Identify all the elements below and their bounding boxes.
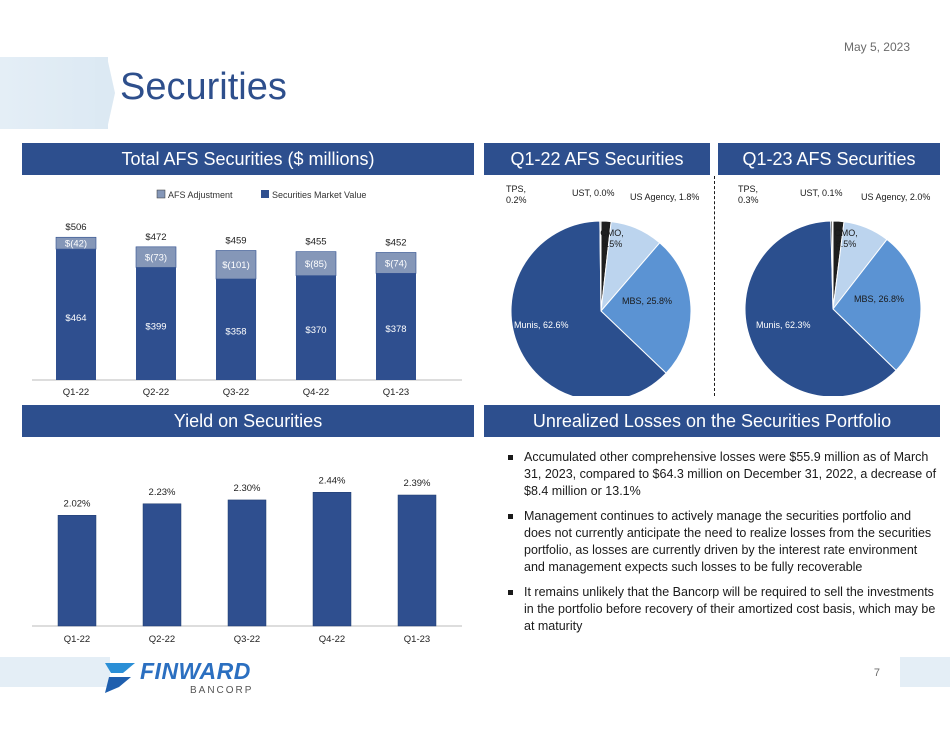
bullet-item: Management continues to actively manage … bbox=[506, 508, 940, 576]
bar-label-afs-adjustment: $(74) bbox=[385, 258, 407, 269]
title-accent-arrow bbox=[95, 57, 115, 129]
bullet-item: Accumulated other comprehensive losses w… bbox=[506, 449, 940, 500]
legend-label-market-value: Securities Market Value bbox=[272, 190, 366, 200]
q1-22-pie-header: Q1-22 AFS Securities bbox=[484, 143, 710, 175]
bar-market-value bbox=[376, 273, 416, 380]
yield-bar-label: 2.02% bbox=[64, 498, 91, 509]
bar-total-label: $452 bbox=[385, 237, 406, 248]
report-date: May 5, 2023 bbox=[843, 40, 910, 54]
bar-total-label: $472 bbox=[145, 232, 166, 243]
pie-label: MBS, 25.8% bbox=[622, 296, 672, 306]
pie-slice-mbs bbox=[832, 238, 922, 372]
bar-total-label: $506 bbox=[65, 222, 86, 233]
legend-label-afs-adjustment: AFS Adjustment bbox=[168, 190, 233, 200]
x-tick-label: Q4-22 bbox=[319, 634, 345, 645]
unrealized-losses-bullets: Accumulated other comprehensive losses w… bbox=[506, 449, 940, 643]
afs-total-header: Total AFS Securities ($ millions) bbox=[22, 143, 474, 175]
footer-left-band bbox=[0, 657, 110, 687]
bar-afs-adjustment bbox=[55, 236, 97, 250]
bar-label-afs-adjustment: $(101) bbox=[222, 260, 249, 271]
yield-bar-chart: 2.02% Q1-22 2.23% Q2-22 2.30% Q3-22 2.44% Q4-22… bbox=[32, 475, 462, 645]
yield-bar bbox=[312, 492, 352, 627]
bar-label-market-value: $378 bbox=[385, 324, 406, 335]
yield-bar bbox=[397, 494, 437, 627]
yield-bar-label: 2.23% bbox=[149, 487, 176, 498]
bar-afs-adjustment bbox=[295, 251, 337, 276]
bar-label-market-value: $399 bbox=[145, 321, 166, 332]
yield-bar bbox=[57, 515, 97, 627]
bar-market-value bbox=[136, 267, 176, 380]
bar-label-afs-adjustment: $(73) bbox=[145, 253, 167, 264]
footer-right-band bbox=[900, 657, 950, 687]
pie-label: MBS, 26.8% bbox=[854, 294, 904, 304]
pie-slice-munis bbox=[510, 220, 667, 396]
bar-label-afs-adjustment: $(85) bbox=[305, 259, 327, 270]
x-tick-label: Q4-22 bbox=[303, 387, 329, 398]
yield-bar-label: 2.44% bbox=[319, 475, 346, 486]
yield-bar-label: 2.30% bbox=[234, 483, 261, 494]
bar-afs-adjustment bbox=[135, 246, 177, 268]
q1-23-pie-chart: Munis, 62.3% MBS, 26.8% CMO, 8.5% US Agency,… bbox=[738, 184, 930, 396]
bar-total-label: $459 bbox=[225, 235, 246, 246]
bar-label-market-value: $370 bbox=[305, 325, 326, 336]
afs-stacked-bar-chart: AFS Adjustment Securities Market Value $… bbox=[32, 189, 462, 398]
logo-subtitle: BANCORP bbox=[190, 685, 254, 696]
pie-label: CMO, 8.5% bbox=[834, 228, 858, 249]
logo-name: FINWARD bbox=[140, 658, 251, 684]
unrealized-header: Unrealized Losses on the Securities Port… bbox=[484, 405, 940, 437]
page-number: 7 bbox=[873, 667, 880, 679]
bar-label-afs-adjustment: $(42) bbox=[65, 239, 87, 250]
bar-market-value bbox=[56, 249, 96, 380]
pie-label: CMO, 9.5% bbox=[600, 228, 624, 249]
pie-label: UST, 0.1% bbox=[800, 188, 843, 198]
bar-market-value bbox=[296, 275, 336, 380]
yield-bar bbox=[227, 499, 267, 627]
finward-logo-mark-icon bbox=[105, 663, 135, 693]
q1-23-pie-header: Q1-23 AFS Securities bbox=[718, 143, 940, 175]
pie-slice-mbs bbox=[600, 242, 692, 374]
pie-slice-munis bbox=[744, 220, 897, 396]
pie-label: UST, 0.0% bbox=[572, 188, 615, 198]
page-title: Securities bbox=[120, 66, 287, 108]
pie-slice-ust bbox=[831, 220, 834, 310]
bar-total-label: $455 bbox=[305, 237, 326, 248]
legend-swatch-market-value bbox=[261, 190, 269, 198]
pie-label: TPS, 0.3% bbox=[738, 184, 759, 205]
pie-label: Munis, 62.6% bbox=[514, 320, 569, 330]
bar-label-market-value: $358 bbox=[225, 327, 246, 338]
legend-swatch-afs-adjustment bbox=[156, 189, 166, 199]
bar-afs-adjustment bbox=[215, 250, 257, 280]
pie-divider bbox=[714, 176, 715, 396]
pie-label: US Agency, 2.0% bbox=[861, 192, 930, 202]
q1-22-pie-chart: Munis, 62.6% MBS, 25.8% CMO, 9.5% US Agency,… bbox=[506, 184, 699, 396]
x-tick-label: Q3-22 bbox=[234, 634, 260, 645]
x-tick-label: Q3-22 bbox=[223, 387, 249, 398]
bar-label-market-value: $464 bbox=[65, 313, 86, 324]
yield-header: Yield on Securities bbox=[22, 405, 474, 437]
x-tick-label: Q1-23 bbox=[404, 634, 430, 645]
title-accent-band bbox=[0, 57, 108, 129]
x-tick-label: Q2-22 bbox=[149, 634, 175, 645]
pie-label: TPS, 0.2% bbox=[506, 184, 527, 205]
x-tick-label: Q1-23 bbox=[383, 387, 409, 398]
bar-market-value bbox=[216, 278, 256, 380]
x-tick-label: Q1-22 bbox=[63, 387, 89, 398]
x-tick-label: Q2-22 bbox=[143, 387, 169, 398]
pie-label: US Agency, 1.8% bbox=[630, 192, 699, 202]
pie-label: Munis, 62.3% bbox=[756, 320, 811, 330]
yield-bar bbox=[142, 503, 182, 627]
yield-bar-label: 2.39% bbox=[404, 478, 431, 489]
bar-afs-adjustment bbox=[375, 252, 417, 274]
x-tick-label: Q1-22 bbox=[64, 634, 90, 645]
bullet-item: It remains unlikely that the Bancorp wil… bbox=[506, 584, 940, 635]
